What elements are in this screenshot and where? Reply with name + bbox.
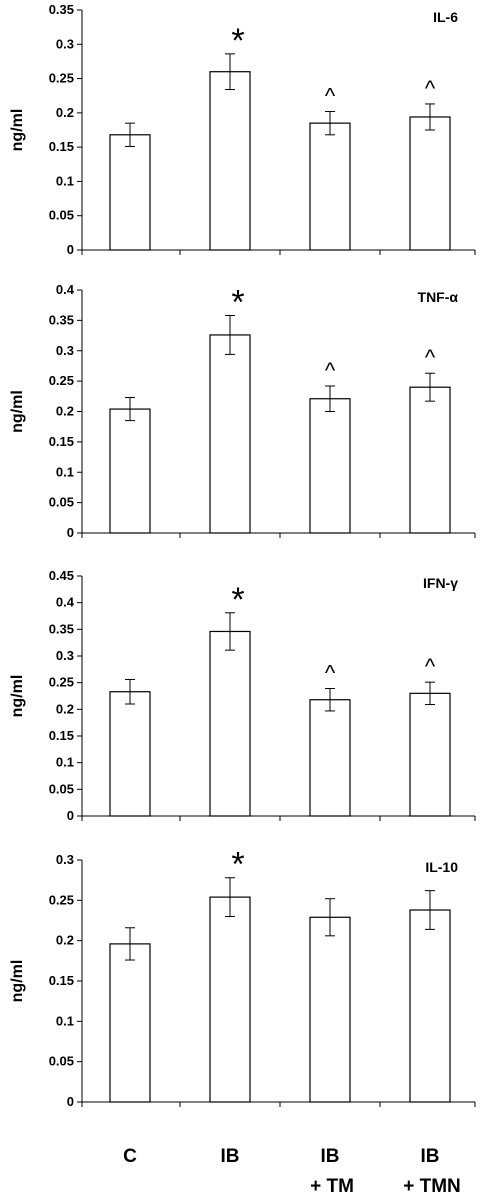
- bar: [209, 334, 251, 534]
- significance-star-marker: *: [231, 284, 244, 322]
- significance-caret-marker: ^: [325, 661, 336, 686]
- y-tick-label: 0.15: [49, 728, 74, 743]
- bar: [409, 692, 451, 817]
- panel-1: 0 0.05 0.1 0.15 0.2 0.25 0.3 0.35 ng/ml IL-6 * ^ ^: [9, 2, 476, 257]
- bar: [409, 386, 451, 534]
- bar: [109, 134, 151, 251]
- y-tick-label: 0: [67, 525, 74, 540]
- y-tick-label: 0.35: [49, 621, 74, 636]
- x-category-label: IB: [321, 1146, 340, 1167]
- y-tick-label: 0.3: [56, 648, 74, 663]
- y-tick-label: 0.15: [49, 434, 74, 449]
- bar: [209, 71, 251, 251]
- significance-star-marker: *: [231, 22, 244, 60]
- significance-star-marker: *: [231, 581, 244, 619]
- significance-caret-marker: ^: [425, 76, 436, 101]
- y-tick-label: 0.05: [49, 495, 74, 510]
- y-tick-label: 0.2: [56, 933, 74, 948]
- panel-3: 0 0.05 0.1 0.15 0.2 0.25 0.3 0.35 0.4 0.45 ng/ml IF…: [9, 568, 476, 823]
- significance-caret-marker: ^: [325, 83, 336, 108]
- y-tick-label: 0.2: [56, 404, 74, 419]
- y-tick-label: 0.45: [49, 568, 74, 583]
- y-axis-label: ng/ml: [9, 109, 26, 152]
- y-tick-label: 0.25: [49, 71, 74, 86]
- significance-star-marker: *: [231, 846, 244, 884]
- significance-caret-marker: ^: [325, 358, 336, 383]
- x-category-label: C: [123, 1146, 137, 1167]
- bar: [309, 398, 351, 534]
- y-tick-label: 0: [67, 1094, 74, 1109]
- y-tick-label: 0.1: [56, 173, 74, 188]
- x-category-label: IB: [421, 1146, 440, 1167]
- x-category-label: IB: [221, 1146, 240, 1167]
- panel-title: IFN-γ: [423, 575, 458, 591]
- x-axis-category-labels: C IB IB + TM IB + TMN: [123, 1146, 461, 1197]
- bar: [309, 699, 351, 817]
- y-tick-label: 0.1: [56, 464, 74, 479]
- y-axis-label: ng/ml: [9, 390, 26, 433]
- y-tick-label: 0.1: [56, 755, 74, 770]
- y-tick-label: 0.25: [49, 675, 74, 690]
- y-tick-label: 0.1: [56, 1013, 74, 1028]
- y-tick-label: 0.15: [49, 139, 74, 154]
- y-tick-label: 0.05: [49, 781, 74, 796]
- bar: [109, 691, 151, 817]
- y-axis-label: ng/ml: [9, 960, 26, 1003]
- y-tick-label: 0.35: [49, 2, 74, 17]
- y-tick-label: 0.05: [49, 208, 74, 223]
- y-tick-label: 0: [67, 808, 74, 823]
- bar: [209, 896, 251, 1103]
- y-tick-label: 0.05: [49, 1054, 74, 1069]
- x-category-label: + TMN: [403, 1176, 461, 1197]
- bar: [109, 943, 151, 1103]
- y-tick-label: 0.4: [56, 595, 75, 610]
- y-axis-label: ng/ml: [9, 675, 26, 718]
- significance-caret-marker: ^: [425, 345, 436, 370]
- y-tick-label: 0.2: [56, 701, 74, 716]
- y-tick-label: 0.3: [56, 343, 74, 358]
- significance-caret-marker: ^: [425, 654, 436, 679]
- panel-title: IL-6: [433, 9, 458, 25]
- bar: [209, 630, 251, 817]
- y-tick-label: 0.2: [56, 105, 74, 120]
- panel-title: IL-10: [425, 859, 458, 875]
- panel-4: 0 0.05 0.1 0.15 0.2 0.25 0.3 ng/ml IL-10 *: [9, 846, 476, 1109]
- y-tick-label: 0.4: [56, 282, 75, 297]
- bar: [109, 408, 151, 534]
- y-tick-label: 0: [67, 242, 74, 257]
- bar: [409, 116, 451, 251]
- bar: [309, 916, 351, 1103]
- y-tick-label: 0.15: [49, 973, 74, 988]
- y-tick-label: 0.3: [56, 36, 74, 51]
- y-tick-label: 0.25: [49, 892, 74, 907]
- panel-2: 0 0.05 0.1 0.15 0.2 0.25 0.3 0.35 0.4 ng/ml TNF-α *…: [9, 282, 476, 540]
- panel-title: TNF-α: [418, 289, 459, 305]
- y-tick-label: 0.3: [56, 852, 74, 867]
- bar: [409, 909, 451, 1103]
- x-category-label: + TM: [310, 1176, 354, 1197]
- bar: [309, 122, 351, 251]
- y-tick-label: 0.35: [49, 312, 74, 327]
- y-tick-label: 0.25: [49, 373, 74, 388]
